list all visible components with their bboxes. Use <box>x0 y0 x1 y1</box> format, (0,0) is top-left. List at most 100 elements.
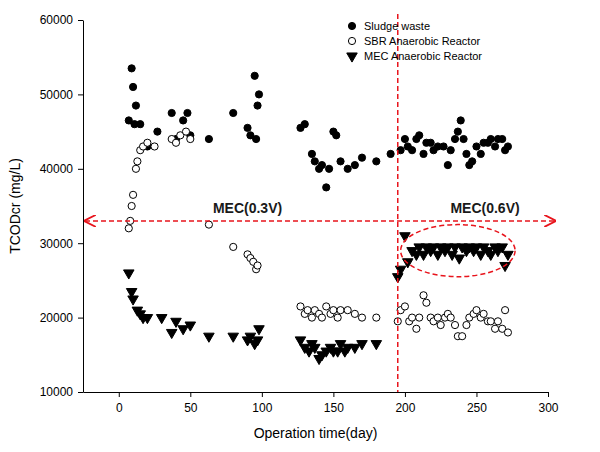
point <box>204 333 215 342</box>
point <box>142 315 153 324</box>
point <box>254 102 261 109</box>
point <box>408 314 415 321</box>
point <box>297 303 304 310</box>
legend-entry: Sludge waste <box>348 20 430 32</box>
point <box>137 121 144 128</box>
point <box>184 109 191 116</box>
legend-entry: MEC Anaerobic Reactor <box>347 50 483 62</box>
point <box>469 158 476 165</box>
point <box>344 165 351 172</box>
point <box>475 251 486 260</box>
legend-label: MEC Anaerobic Reactor <box>364 50 482 62</box>
point <box>230 109 237 116</box>
series <box>125 128 511 340</box>
point <box>501 307 508 314</box>
x-tick: 150 <box>324 392 344 415</box>
x-tick: 100 <box>252 392 272 415</box>
chart: 0501001502002503001000020000300004000050… <box>0 0 600 452</box>
point <box>337 158 344 165</box>
point <box>318 314 325 321</box>
point <box>255 91 262 98</box>
point <box>401 135 408 142</box>
point <box>168 109 175 116</box>
y-tick-mark <box>78 20 83 21</box>
y-tick-label: 20000 <box>40 311 74 325</box>
point <box>156 315 167 324</box>
series <box>124 233 514 365</box>
x-tick-label: 0 <box>116 401 123 415</box>
legend-label: Sludge waste <box>364 20 430 32</box>
point <box>463 150 470 157</box>
point <box>357 341 368 350</box>
point <box>254 326 265 335</box>
point <box>228 333 239 342</box>
point <box>185 322 196 331</box>
y-tick-mark <box>78 392 83 393</box>
point <box>344 307 351 314</box>
y-tick-mark <box>78 318 83 319</box>
divider-line <box>397 14 399 392</box>
y-tick-label: 60000 <box>40 13 74 27</box>
point <box>358 314 365 321</box>
point <box>144 139 151 146</box>
legend-label: SBR Anaerobic Reactor <box>364 35 481 47</box>
point <box>187 135 194 142</box>
point <box>252 337 263 346</box>
point <box>132 102 139 109</box>
y-tick: 60000 <box>40 13 83 27</box>
point <box>416 132 423 139</box>
point <box>447 147 454 154</box>
point <box>330 307 337 314</box>
x-axis-line <box>84 392 549 393</box>
y-tick-label: 50000 <box>40 88 74 102</box>
point <box>125 225 132 232</box>
point <box>408 147 415 154</box>
y-axis-title: TCODcr (mg/L) <box>7 158 23 254</box>
point <box>373 158 380 165</box>
legend-marker <box>348 22 355 29</box>
point <box>440 143 447 150</box>
point <box>358 154 365 161</box>
x-tick-mark <box>119 392 120 397</box>
x-tick-mark <box>476 392 477 397</box>
x-tick: 50 <box>184 392 198 415</box>
point <box>205 221 212 228</box>
point <box>418 251 429 260</box>
point <box>373 314 380 321</box>
point <box>416 314 423 321</box>
point <box>494 318 501 325</box>
point <box>230 243 237 250</box>
point <box>205 135 212 142</box>
x-tick-label: 50 <box>184 401 198 415</box>
point <box>491 325 498 332</box>
point <box>451 135 458 142</box>
x-tick-label: 200 <box>395 401 415 415</box>
point <box>459 333 466 340</box>
point <box>473 307 480 314</box>
point <box>323 184 330 191</box>
y-axis-line <box>83 21 84 393</box>
point <box>182 128 189 135</box>
y-tick: 40000 <box>40 162 83 176</box>
point <box>504 329 511 336</box>
highlight-ellipse <box>401 225 515 277</box>
x-tick-mark <box>262 392 263 397</box>
x-tick-label: 300 <box>538 401 558 415</box>
point <box>491 143 498 150</box>
point <box>154 128 161 135</box>
point <box>447 314 454 321</box>
point <box>308 314 315 321</box>
period-label: MEC(0.6V) <box>450 200 519 216</box>
point <box>304 307 311 314</box>
series <box>125 65 511 191</box>
y-tick-mark <box>78 94 83 95</box>
y-axis: 100002000030000400005000060000 <box>40 13 84 399</box>
point <box>444 161 451 168</box>
point <box>124 270 135 279</box>
point <box>454 128 461 135</box>
y-tick-label: 40000 <box>40 162 74 176</box>
x-tick-mark <box>190 392 191 397</box>
legend: Sludge waste SBR Anaerobic Reactor MEC Ana… <box>347 20 483 62</box>
point <box>311 158 318 165</box>
point <box>500 262 511 271</box>
